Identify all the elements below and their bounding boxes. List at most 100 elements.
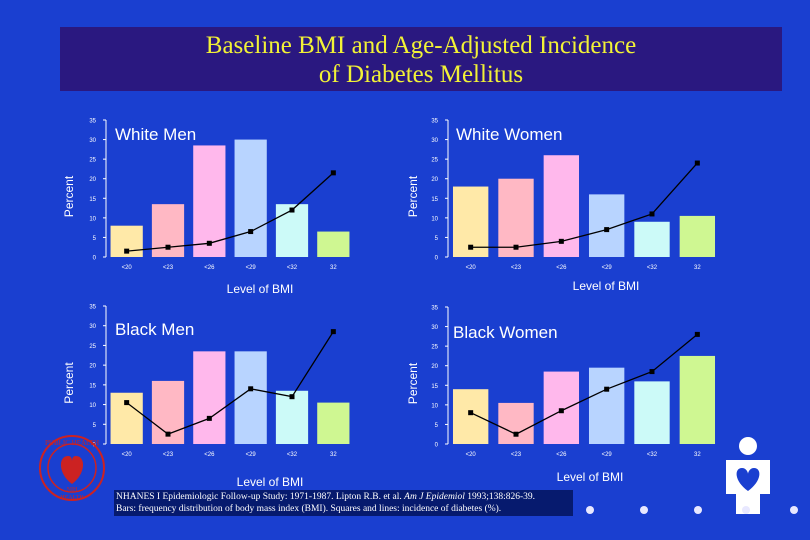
panel-4-y-tick-label: 20 [431, 364, 438, 370]
seal-text-top: PUBLIC HEALTH [45, 439, 99, 447]
panel-2-x-tick-label: <26 [556, 265, 567, 271]
panel-1-y-tick-label: 20 [89, 177, 96, 183]
panel-4-x-tick-label: <32 [647, 452, 658, 458]
panel-4-y-tick-label: 10 [431, 403, 438, 409]
panel-2-y-tick-label: 10 [431, 216, 438, 222]
reference-note: NHANES I Epidemiologic Follow-up Study: … [114, 490, 573, 516]
panel-2-incidence-line [470, 162, 698, 248]
panel-2-bar [679, 215, 716, 257]
panel-3-bar [234, 351, 267, 444]
panel-1-y-tick-label: 10 [89, 216, 96, 222]
panel-1-incidence-line [126, 172, 334, 252]
panel-2-y-tick-label: 5 [435, 236, 439, 242]
panel-1-x-tick-label: 32 [330, 265, 337, 271]
panel-2-x-tick-label: <23 [511, 265, 522, 271]
panel-4-x-tick-label: <26 [556, 452, 567, 458]
panel-2-x-tick-label: 32 [694, 265, 701, 271]
panel-4-bar [452, 389, 489, 444]
panel-1-bar [234, 139, 267, 257]
panel-3-y-tick-label: 35 [89, 305, 96, 311]
panel-1-incidence-point [330, 170, 336, 176]
panel-3-y-tick-label: 10 [89, 403, 96, 409]
panel-3-incidence-point [248, 386, 254, 392]
panel-4-x-tick-label: <23 [511, 452, 522, 458]
panel-2-incidence-point [649, 211, 655, 217]
panel-4-incidence-line [470, 333, 698, 435]
panel-2-incidence-point [513, 244, 519, 250]
panel-3-bar [317, 402, 350, 444]
panel-4-incidence-point [694, 331, 700, 337]
panel-4-bar [498, 402, 534, 444]
title-banner [60, 27, 782, 91]
panel-4-y-tick-label: 15 [431, 384, 438, 390]
panel-1-x-label: Level of BMI [227, 282, 294, 296]
panel-2-x-tick-label: <20 [466, 265, 477, 271]
panel-1-incidence-point [165, 244, 171, 250]
panel-2-x-label: Level of BMI [573, 279, 640, 293]
panel-1-y-label: Percent [62, 175, 76, 217]
decor-dot [694, 506, 702, 514]
panel-1-bar [193, 145, 226, 257]
panel-4-title: Black Women [453, 323, 558, 342]
panel-1-y-tick-label: 35 [89, 119, 96, 125]
panel-1-y-tick-label: 0 [93, 256, 97, 262]
reference-authors: NHANES I Epidemiologic Follow-up Study: … [116, 492, 402, 502]
panel-1-x-tick-label: <20 [122, 265, 133, 271]
panel-4-incidence-point [513, 431, 519, 437]
panel-1-x-tick-label: <29 [246, 265, 257, 271]
panel-1-incidence-point [248, 229, 254, 235]
panel-4-y-tick-label: 25 [431, 345, 438, 351]
panel-3-incidence-point [289, 394, 295, 400]
panel-2-incidence-point [468, 244, 474, 250]
decor-dot [586, 506, 594, 514]
reference-line-2: Bars: frequency distribution of body mas… [116, 504, 502, 514]
panel-1-bar [317, 231, 350, 257]
panel-2-y-tick-label: 20 [431, 177, 438, 183]
panel-4-bar [543, 371, 580, 444]
panel-3-title: Black Men [115, 320, 194, 339]
panel-3-y-tick-label: 30 [89, 324, 96, 330]
panel-4-x-label: Level of BMI [557, 470, 624, 484]
panel-3-incidence-point [124, 400, 130, 406]
panel-4-bar [634, 381, 670, 444]
decor-dot [790, 506, 798, 514]
panel-3-x-label: Level of BMI [237, 475, 304, 489]
panel-3-x-tick-label: <26 [204, 452, 215, 458]
panel-4-y-tick-label: 35 [431, 306, 438, 312]
panel-4-y-label: Percent [406, 362, 420, 404]
panel-3-incidence-line [126, 331, 334, 435]
panel-2-y-tick-label: 15 [431, 197, 438, 203]
hhs-seal-icon: PUBLIC HEALTH NIH HEALTH [39, 435, 105, 501]
panel-4-x-tick-label: 32 [694, 452, 701, 458]
panel-4-y-tick-label: 0 [435, 443, 439, 449]
panel-2-x-tick-label: <29 [602, 265, 613, 271]
panel-2-y-tick-label: 35 [431, 119, 438, 125]
panel-2-x-tick-label: <32 [647, 265, 658, 271]
panel-2-y-tick-label: 30 [431, 138, 438, 144]
reference-journal: Am J Epidemiol [404, 492, 465, 502]
panel-4-x-tick-label: <20 [466, 452, 477, 458]
panel-3-y-tick-label: 20 [89, 364, 96, 370]
panel-3-y-tick-label: 15 [89, 383, 96, 389]
panel-3-incidence-point [165, 431, 171, 437]
panel-4-y-tick-label: 5 [435, 423, 439, 429]
panel-2-incidence-point [694, 160, 700, 166]
panel-2-incidence-point [604, 227, 610, 233]
panel-4-incidence-point [649, 369, 655, 375]
panel-4-bar [679, 355, 716, 444]
reference-line-1: NHANES I Epidemiologic Follow-up Study: … [116, 491, 571, 503]
panel-1-incidence-point [206, 240, 212, 246]
decor-dot [742, 506, 750, 514]
panel-2-bar [634, 221, 670, 257]
panel-3-x-tick-label: <20 [122, 452, 133, 458]
panel-2-title: White Women [456, 125, 562, 144]
panel-1-x-tick-label: <26 [204, 265, 215, 271]
panel-3-x-tick-label: <29 [246, 452, 257, 458]
panel-1-bar [275, 204, 309, 257]
panel-1-y-tick-label: 15 [89, 197, 96, 203]
title-line-1: Baseline BMI and Age-Adjusted Incidence [205, 32, 637, 59]
seal-text-bottom: HEALTH [60, 495, 84, 501]
panel-3-incidence-point [330, 329, 336, 335]
panel-1-y-tick-label: 30 [89, 138, 96, 144]
panel-4-incidence-point [604, 386, 610, 392]
